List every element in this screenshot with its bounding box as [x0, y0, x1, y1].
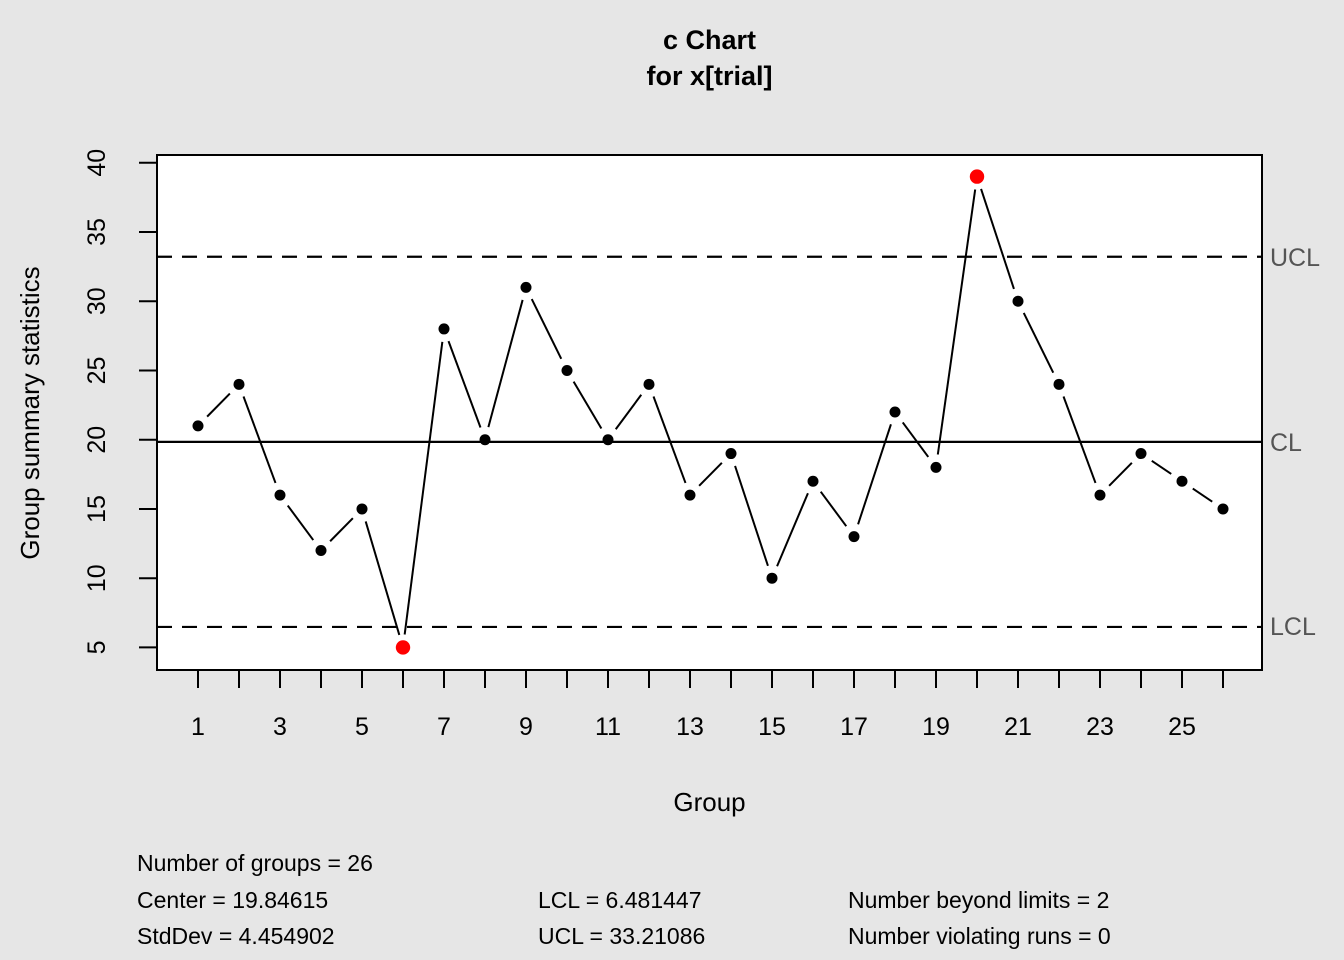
series-segment [1062, 396, 1097, 484]
data-point [1012, 295, 1024, 307]
stat-beyond-limits: Number beyond limits = 2 [848, 887, 1110, 913]
data-point [561, 364, 573, 376]
x-tick-label: 19 [922, 713, 950, 741]
data-point [602, 434, 614, 446]
stat-stddev: StdDev = 4.454902 [137, 923, 335, 949]
x-tick-label: 15 [758, 713, 786, 741]
violation-point [969, 169, 985, 184]
data-point [1053, 378, 1065, 390]
series-segment [329, 517, 354, 542]
series-segment [447, 340, 482, 428]
series-segment [980, 188, 1015, 290]
y-tick-label: 30 [83, 287, 111, 315]
series-segment [901, 421, 930, 458]
data-point [1217, 503, 1229, 515]
data-point [520, 281, 532, 293]
chart-title: c Chart [662, 25, 757, 55]
data-point [356, 503, 368, 515]
data-point [315, 544, 327, 556]
chart-subtitle: for x[trial] [646, 61, 773, 91]
y-tick-label: 25 [83, 357, 111, 385]
y-axis-title: Group summary statistics [15, 266, 45, 560]
center-line-label: CL [1270, 429, 1302, 457]
data-point [684, 489, 696, 501]
stat-ucl: UCL = 33.21086 [538, 923, 706, 949]
series-segment [698, 462, 723, 487]
series-segment [403, 341, 444, 635]
x-tick-label: 9 [519, 713, 533, 741]
stat-center: Center = 19.84615 [137, 887, 329, 913]
y-tick-label: 20 [83, 426, 111, 454]
stat-lcl: LCL = 6.481447 [538, 887, 702, 913]
series-segment [857, 424, 892, 525]
x-tick-label: 17 [840, 713, 868, 741]
stat-number-of-groups: Number of groups = 26 [137, 850, 373, 876]
y-tick-label: 5 [83, 640, 111, 654]
data-point [233, 378, 245, 390]
data-point [1176, 475, 1188, 487]
series-segment [364, 521, 401, 636]
y-tick-label: 15 [83, 495, 111, 523]
x-tick-label: 3 [273, 713, 287, 741]
x-tick-label: 21 [1004, 713, 1032, 741]
x-tick-label: 25 [1168, 713, 1196, 741]
data-point [479, 434, 491, 446]
y-tick-label: 35 [83, 218, 111, 246]
series-segment [1022, 312, 1055, 374]
violation-point [395, 640, 411, 655]
series-segment [487, 299, 524, 428]
x-tick-label: 11 [595, 713, 621, 741]
series-segment [1151, 460, 1172, 475]
series-segment [819, 491, 848, 527]
data-point [643, 378, 655, 390]
data-point [725, 448, 737, 460]
y-tick-label: 10 [83, 564, 111, 592]
data-point [192, 420, 204, 432]
series-segment [286, 504, 315, 541]
x-tick-label: 5 [355, 713, 369, 741]
series-segment [572, 381, 603, 430]
data-point [438, 323, 450, 335]
series-segment [776, 492, 809, 567]
data-point [848, 531, 860, 543]
series-segment [1192, 487, 1213, 503]
series-segment [242, 396, 277, 484]
series-segment [734, 465, 769, 567]
lcl-line-label: LCL [1270, 613, 1316, 641]
x-tick-label: 13 [676, 713, 704, 741]
x-tick-label: 7 [437, 713, 451, 741]
x-tick-label: 1 [191, 713, 205, 741]
data-point [1135, 448, 1147, 460]
y-tick-label: 40 [83, 149, 111, 177]
data-point [807, 475, 819, 487]
data-point [1094, 489, 1106, 501]
data-point [766, 572, 778, 584]
x-tick-label: 23 [1086, 713, 1114, 741]
series-segment [530, 298, 563, 360]
series-segment [614, 394, 643, 430]
series-segment [652, 396, 687, 484]
series-segment [936, 189, 977, 455]
ucl-line-label: UCL [1270, 244, 1321, 272]
data-point [274, 489, 286, 501]
x-axis-title: Group [673, 787, 746, 817]
data-point [930, 461, 942, 473]
stat-violating-runs: Number violating runs = 0 [848, 923, 1111, 949]
plot-area [156, 154, 1263, 671]
series-segment [1108, 462, 1133, 487]
series-segment [206, 392, 231, 418]
data-point [889, 406, 901, 418]
